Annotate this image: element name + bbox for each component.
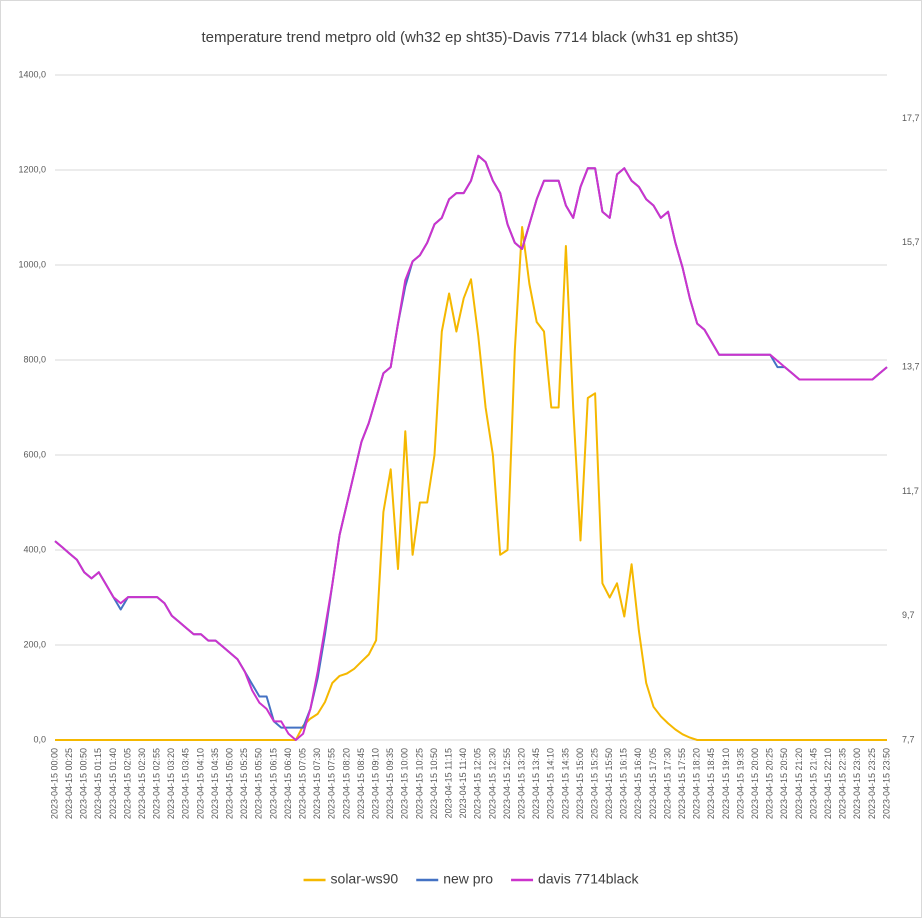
legend-label: new pro	[443, 871, 493, 887]
legend-label: solar-ws90	[331, 871, 399, 887]
x-tick-label: 2023-04-15 09:35	[385, 748, 395, 819]
y2-tick-label: 15,7	[902, 237, 920, 247]
x-tick-label: 2023-04-15 13:45	[531, 748, 541, 819]
x-tick-label: 2023-04-15 23:25	[867, 748, 877, 819]
x-tick-label: 2023-04-15 23:50	[881, 748, 891, 819]
x-tick-label: 2023-04-15 00:50	[79, 748, 89, 819]
series-line	[55, 226, 887, 741]
x-tick-label: 2023-04-15 15:50	[604, 748, 614, 819]
x-tick-label: 2023-04-15 18:20	[692, 748, 702, 819]
x-tick-label: 2023-04-15 12:30	[487, 748, 497, 819]
x-tick-label: 2023-04-15 15:00	[575, 748, 585, 819]
chart-title: temperature trend metpro old (wh32 ep sh…	[202, 29, 739, 46]
x-tick-label: 2023-04-15 02:55	[152, 748, 162, 819]
x-tick-label: 2023-04-15 03:45	[181, 748, 191, 819]
x-tick-label: 2023-04-15 13:20	[516, 748, 526, 819]
x-tick-label: 2023-04-15 01:15	[93, 748, 103, 819]
y2-tick-label: 11,7	[902, 486, 919, 496]
x-tick-label: 2023-04-15 10:25	[414, 748, 424, 819]
x-tick-label: 2023-04-15 04:10	[195, 748, 205, 819]
y2-tick-label: 13,7	[902, 361, 920, 371]
x-tick-label: 2023-04-15 19:10	[721, 748, 731, 819]
x-tick-label: 2023-04-15 15:25	[589, 748, 599, 819]
x-tick-label: 2023-04-15 01:40	[108, 748, 118, 819]
x-tick-label: 2023-04-15 17:55	[677, 748, 687, 819]
x-tick-label: 2023-04-15 11:15	[443, 748, 453, 818]
x-tick-label: 2023-04-15 05:50	[254, 748, 264, 819]
x-tick-label: 2023-04-15 10:00	[400, 748, 410, 819]
x-tick-label: 2023-04-15 14:10	[546, 748, 556, 819]
x-tick-label: 2023-04-15 00:00	[49, 748, 59, 819]
y-tick-label: 400,0	[23, 544, 46, 554]
x-tick-label: 2023-04-15 00:25	[64, 748, 74, 819]
x-tick-label: 2023-04-15 22:35	[838, 748, 848, 819]
x-tick-label: 2023-04-15 16:40	[633, 748, 643, 819]
y-tick-label: 600,0	[23, 449, 46, 459]
y2-tick-label: 7,7	[902, 734, 915, 744]
y2-tick-label: 9,7	[902, 610, 915, 620]
x-tick-label: 2023-04-15 12:05	[473, 748, 483, 819]
x-tick-label: 2023-04-15 02:30	[137, 748, 147, 819]
x-tick-label: 2023-04-15 03:20	[166, 748, 176, 819]
x-tick-label: 2023-04-15 06:40	[283, 748, 293, 819]
x-tick-label: 2023-04-15 21:20	[794, 748, 804, 819]
x-tick-label: 2023-04-15 05:00	[225, 748, 235, 819]
x-tick-label: 2023-04-15 08:45	[356, 748, 366, 819]
y2-tick-label: 17,7	[902, 113, 920, 123]
series-line	[54, 154, 888, 741]
x-tick-label: 2023-04-15 12:55	[502, 748, 512, 819]
x-tick-label: 2023-04-15 22:10	[823, 748, 833, 819]
x-tick-label: 2023-04-15 21:45	[808, 748, 818, 819]
x-tick-label: 2023-04-15 07:55	[327, 748, 337, 819]
y-tick-label: 200,0	[23, 639, 46, 649]
x-tick-label: 2023-04-15 20:50	[779, 748, 789, 819]
x-tick-label: 2023-04-15 20:25	[765, 748, 775, 819]
legend-label: davis 7714black	[538, 871, 639, 887]
x-tick-label: 2023-04-15 19:35	[735, 748, 745, 819]
x-tick-label: 2023-04-15 20:00	[750, 748, 760, 819]
x-tick-label: 2023-04-15 04:35	[210, 748, 220, 819]
x-tick-label: 2023-04-15 07:05	[298, 748, 308, 819]
x-tick-label: 2023-04-15 14:35	[560, 748, 570, 819]
x-tick-label: 2023-04-15 11:40	[458, 748, 468, 818]
x-tick-label: 2023-04-15 17:30	[662, 748, 672, 819]
y-tick-label: 1400,0	[18, 69, 46, 79]
x-tick-label: 2023-04-15 06:15	[268, 748, 278, 819]
y-tick-label: 1000,0	[18, 259, 46, 269]
x-tick-label: 2023-04-15 10:50	[429, 748, 439, 819]
x-tick-label: 2023-04-15 02:05	[122, 748, 132, 819]
y-tick-label: 800,0	[23, 354, 46, 364]
x-tick-label: 2023-04-15 16:15	[619, 748, 629, 819]
x-tick-label: 2023-04-15 07:30	[312, 748, 322, 819]
x-tick-label: 2023-04-15 17:05	[648, 748, 658, 819]
x-tick-label: 2023-04-15 23:00	[852, 748, 862, 819]
y-tick-label: 0,0	[33, 734, 46, 744]
x-tick-label: 2023-04-15 08:20	[341, 748, 351, 819]
x-tick-label: 2023-04-15 18:45	[706, 748, 716, 819]
x-tick-label: 2023-04-15 05:25	[239, 748, 249, 819]
x-tick-label: 2023-04-15 09:10	[370, 748, 380, 819]
y-tick-label: 1200,0	[18, 164, 46, 174]
